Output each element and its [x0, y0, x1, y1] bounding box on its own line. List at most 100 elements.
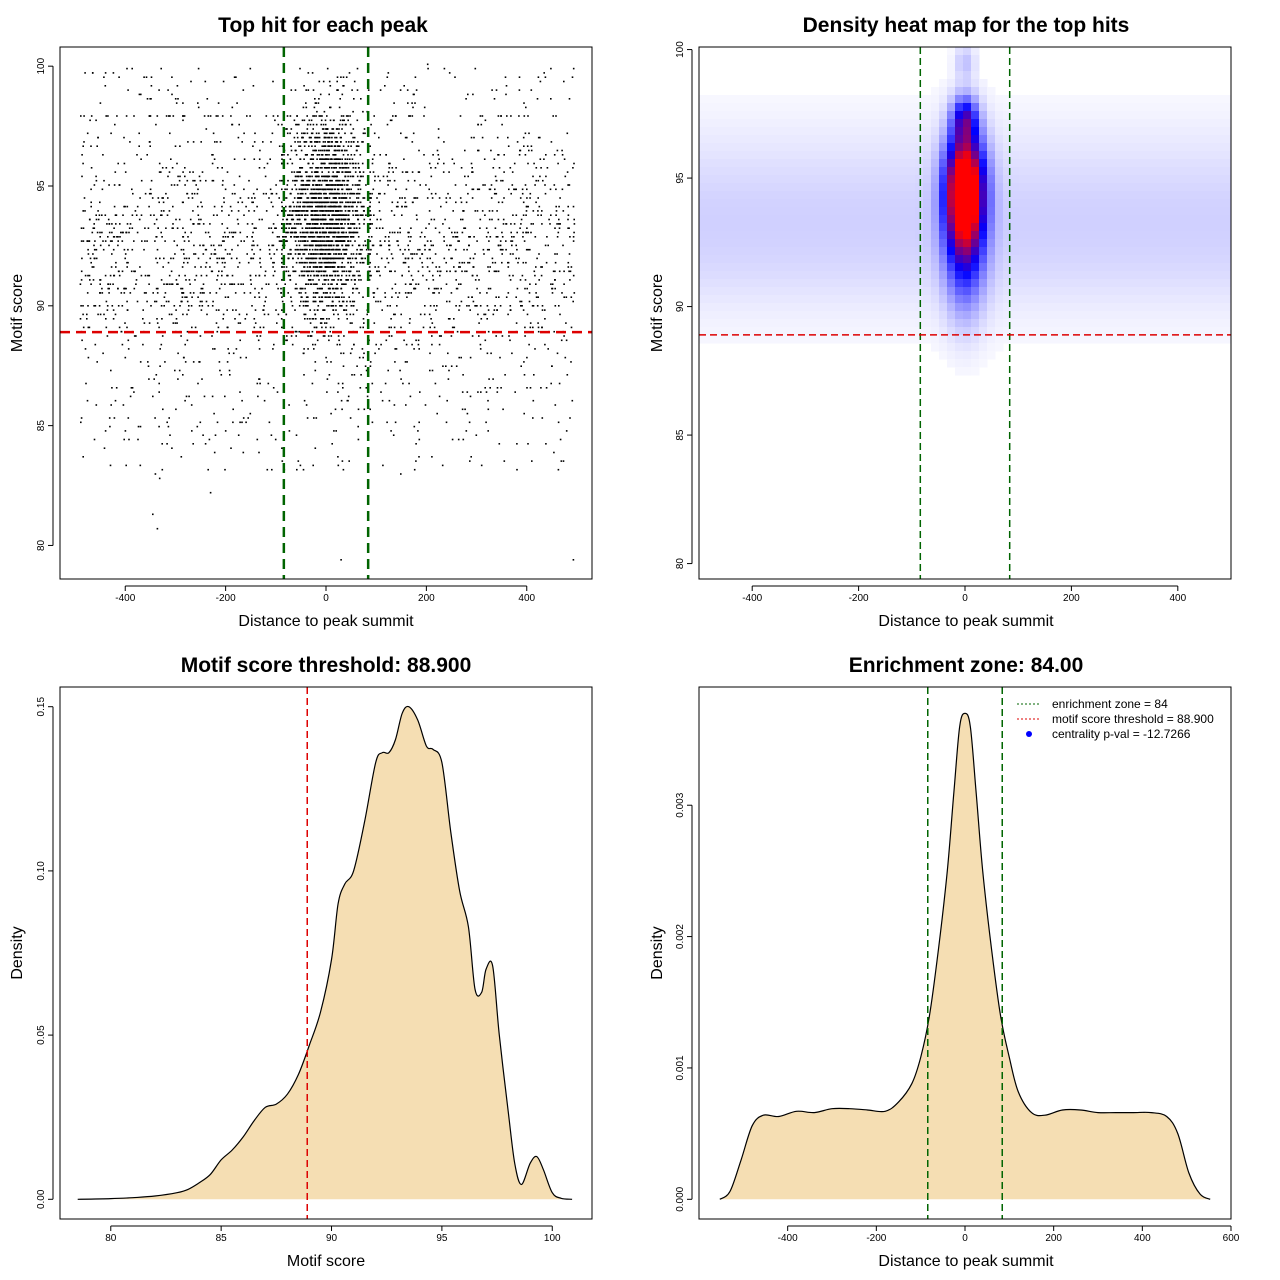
scatter-point: [348, 201, 350, 204]
scatter-point: [143, 292, 146, 294]
scatter-point: [199, 300, 202, 303]
scatter-point: [103, 179, 105, 182]
scatter-point: [289, 253, 291, 255]
heatmap-cell: [851, 119, 860, 128]
scatter-point: [341, 223, 343, 225]
scatter-point: [519, 227, 521, 229]
scatter-point: [480, 318, 483, 320]
scatter-point: [218, 309, 220, 311]
scatter-point: [543, 72, 545, 74]
scatter-point: [336, 80, 338, 83]
scatter-point: [321, 205, 324, 208]
scatter-point: [378, 227, 381, 229]
heatmap-cell: [779, 151, 788, 160]
scatter-point: [318, 154, 321, 156]
scatter-point: [88, 326, 91, 329]
heatmap-cell: [747, 223, 756, 232]
scatter-point: [541, 223, 543, 225]
scatter-point: [298, 205, 300, 208]
scatter-point: [224, 468, 226, 471]
scatter-point: [474, 253, 476, 255]
scatter-point: [306, 210, 308, 212]
scatter-point: [311, 244, 314, 247]
scatter-point: [310, 283, 313, 285]
scatter-point: [398, 292, 401, 294]
scatter-point: [339, 167, 342, 169]
heatmap-cell: [715, 255, 724, 264]
scatter-point: [97, 136, 99, 139]
scatter-point: [147, 274, 149, 277]
scatter-point: [397, 240, 399, 242]
scatter-point: [535, 296, 538, 298]
heatmap-cell: [755, 215, 764, 224]
scatter-point: [423, 115, 425, 117]
scatter-point: [246, 223, 249, 225]
scatter-point: [475, 434, 478, 436]
scatter-point: [315, 115, 317, 117]
scatter-point: [382, 464, 384, 467]
scatter-point: [132, 192, 134, 195]
heatmap-cell: [819, 199, 828, 208]
heatmap-cell: [731, 103, 740, 112]
scatter-point: [161, 443, 163, 445]
scatter-point: [359, 214, 362, 216]
scatter-point: [184, 184, 186, 186]
scatter-point: [499, 356, 501, 359]
scatter-point: [302, 287, 304, 290]
scatter-point: [349, 240, 352, 242]
scatter-point: [341, 128, 343, 130]
scatter-point: [379, 244, 381, 247]
scatter-point: [263, 399, 266, 402]
scatter-point: [563, 296, 565, 298]
scatter-point: [226, 227, 229, 229]
heatmap-cell: [827, 95, 836, 104]
scatter-point: [161, 318, 163, 320]
scatter-point: [463, 227, 465, 229]
scatter-point: [559, 223, 561, 225]
scatter-point: [322, 335, 325, 337]
scatter-point: [286, 128, 288, 130]
heatmap-cell: [755, 231, 764, 240]
scatter-point: [168, 313, 171, 316]
scatter-point: [355, 192, 358, 195]
scatter-point: [328, 318, 330, 320]
scatter-point: [205, 300, 208, 303]
heatmap-cell: [747, 311, 756, 320]
scatter-point: [558, 205, 560, 208]
scatter-point: [301, 119, 304, 122]
heatmap-cell: [707, 247, 716, 256]
scatter-point: [387, 179, 389, 182]
scatter-point: [155, 257, 157, 260]
scatter-point: [393, 404, 396, 406]
scatter-point: [107, 236, 109, 238]
scatter-point: [502, 218, 505, 221]
scatter-point: [511, 240, 514, 242]
scatter-point: [330, 179, 332, 182]
heatmap-cell: [715, 247, 724, 256]
scatter-point: [544, 244, 547, 247]
scatter-point: [212, 179, 215, 182]
scatter-point: [192, 292, 195, 294]
scatter-point: [364, 257, 366, 260]
scatter-point: [126, 67, 128, 70]
heatmap-cell: [803, 151, 812, 160]
scatter-point: [345, 205, 348, 208]
scatter-point: [351, 158, 354, 160]
heatmap-cell: [827, 135, 836, 144]
scatter-point: [309, 318, 311, 320]
scatter-point: [465, 184, 467, 186]
heatmap-cell: [747, 95, 756, 104]
scatter-point: [201, 171, 204, 173]
scatter-point: [112, 318, 115, 320]
heatmap-cell: [747, 143, 756, 152]
heatmap-cell: [843, 335, 852, 344]
scatter-point: [171, 447, 173, 449]
scatter-point: [362, 132, 365, 135]
scatter-point: [426, 197, 429, 199]
scatter-point: [281, 279, 283, 281]
scatter-point: [314, 149, 317, 152]
scatter-point: [122, 404, 125, 406]
scatter-point: [438, 197, 441, 199]
scatter-point: [448, 369, 450, 372]
scatter-point: [558, 218, 560, 221]
